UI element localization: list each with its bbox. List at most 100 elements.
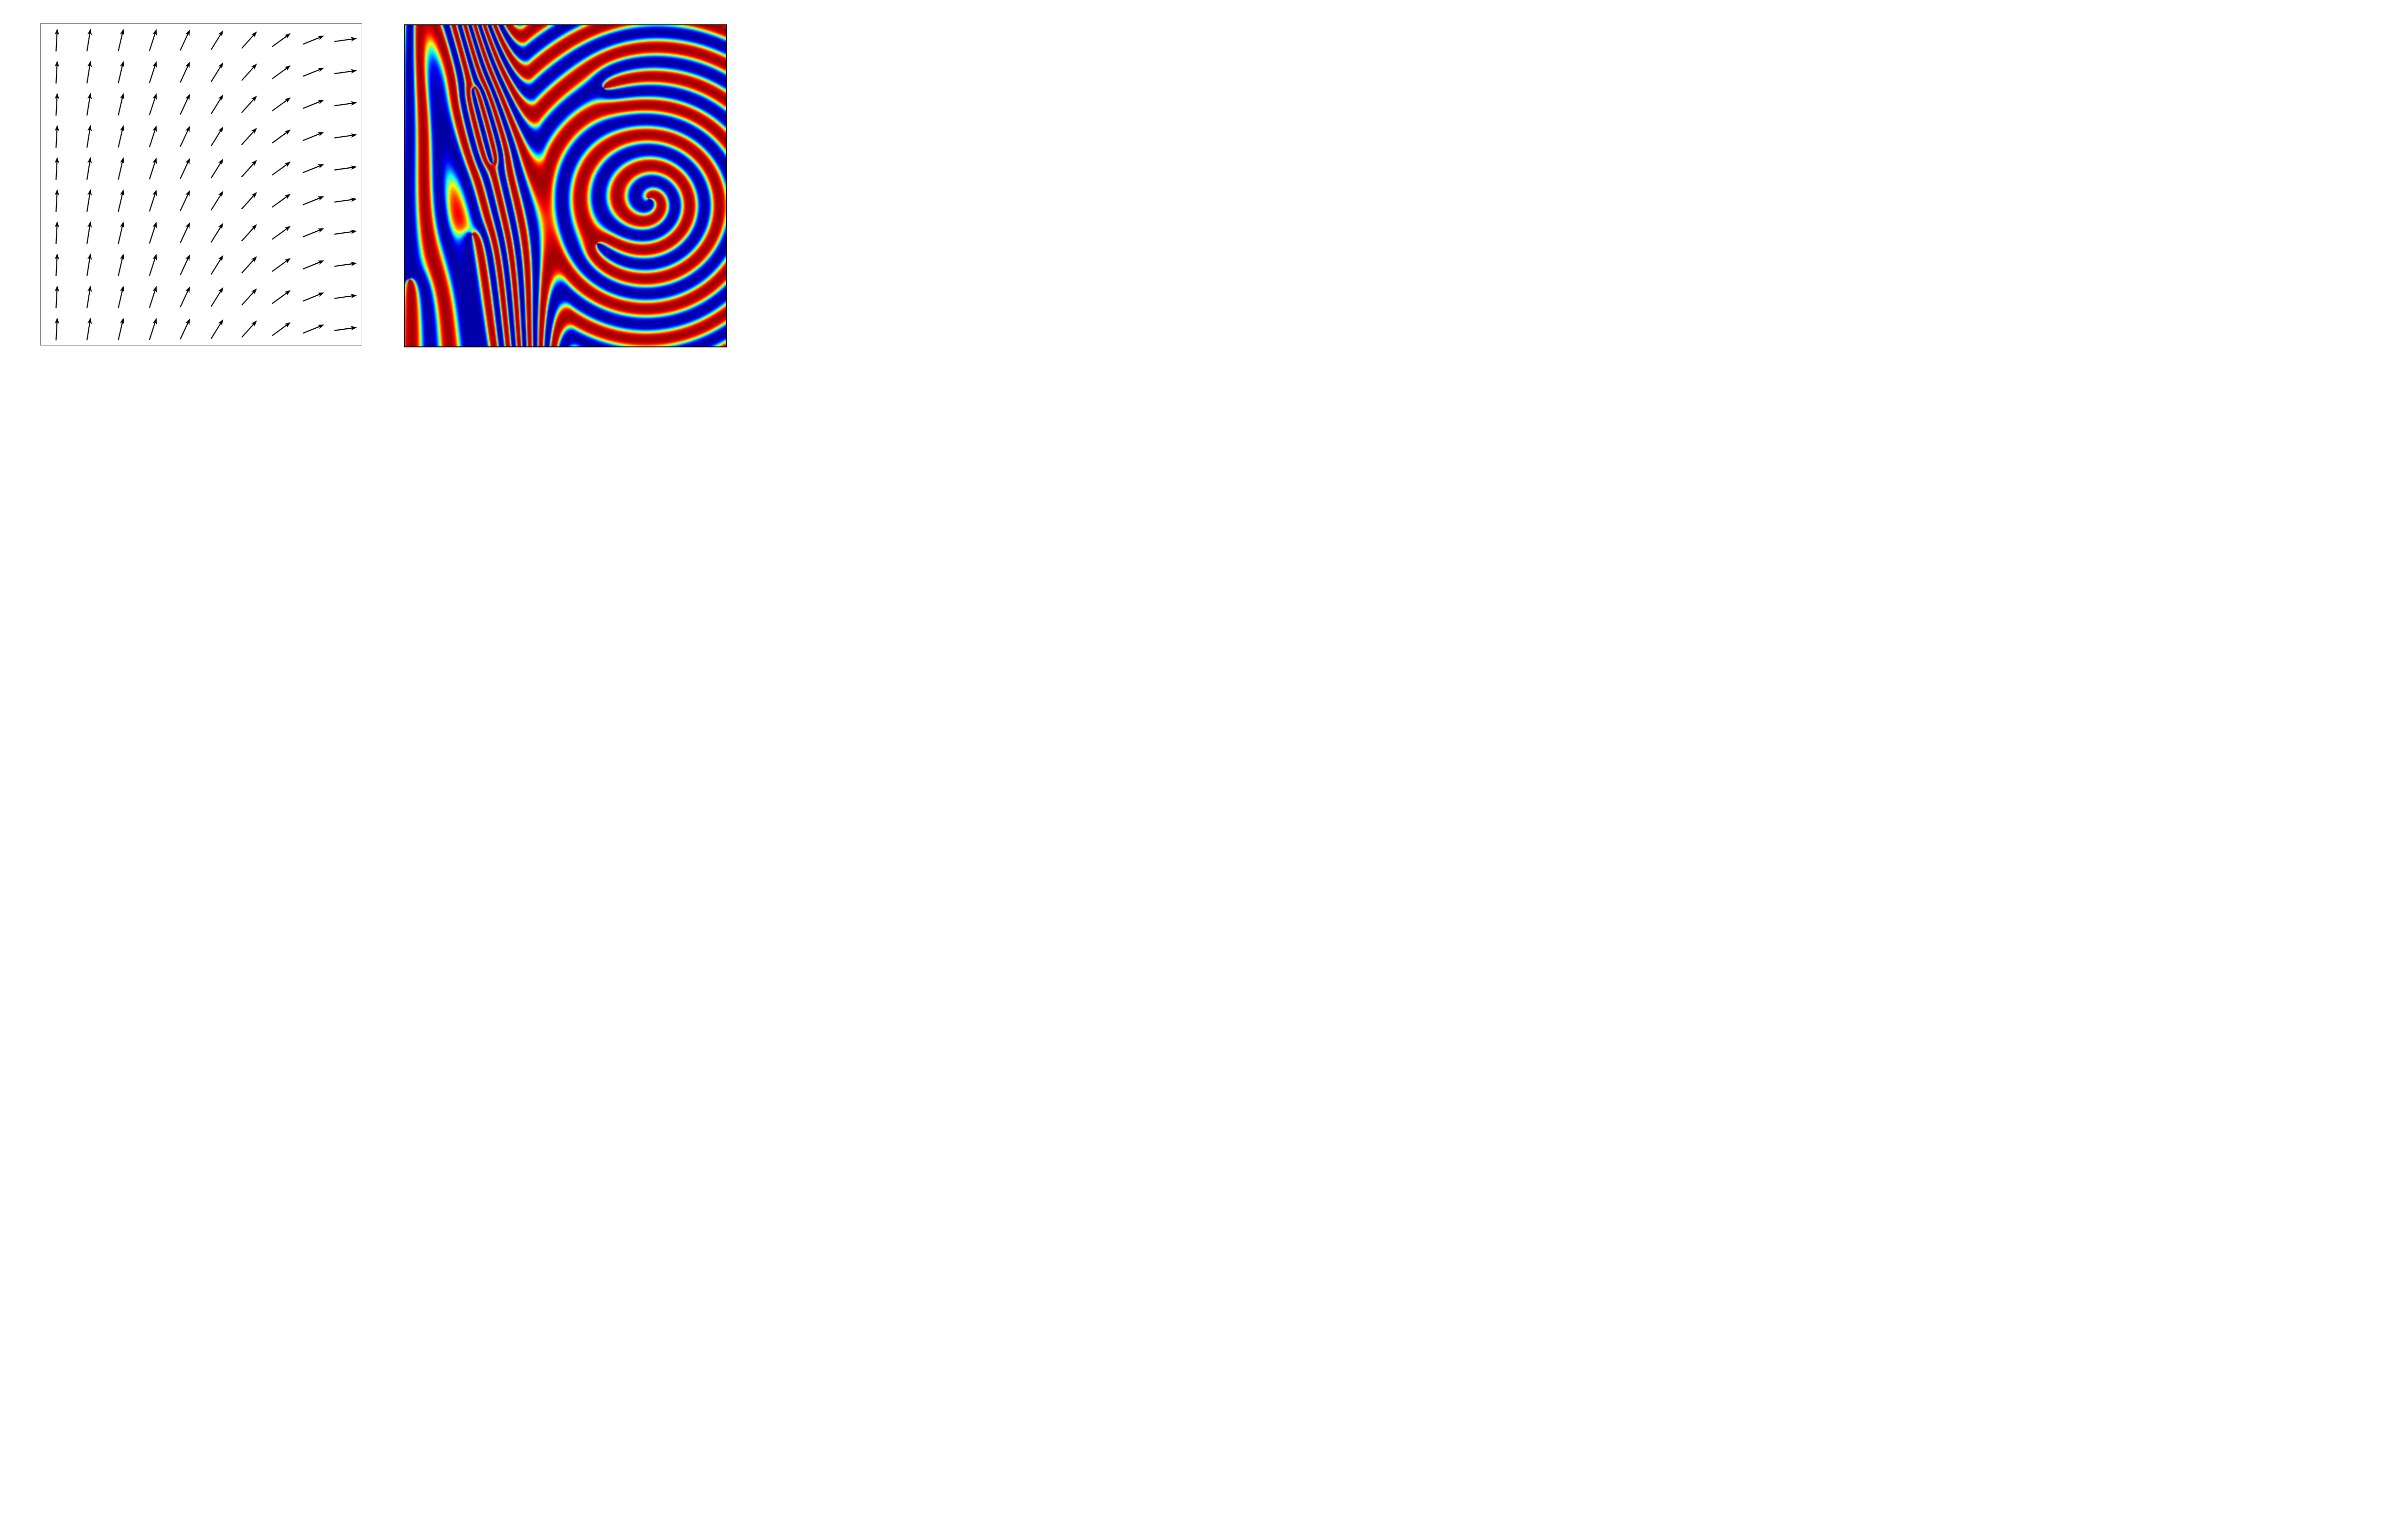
quiver-arrow	[86, 93, 92, 116]
quiver-arrow	[180, 126, 190, 147]
quiver-arrow	[180, 254, 190, 276]
quiver-arrow	[271, 194, 291, 208]
quiver-arrow	[118, 29, 125, 52]
quiver-arrow	[149, 318, 157, 340]
quiver-arrow	[54, 60, 59, 84]
quiver-arrow	[241, 128, 257, 145]
quiver-arrow	[271, 258, 291, 272]
quiver-arrow	[302, 132, 324, 141]
quiver-arrow	[86, 189, 92, 212]
quiver-arrow	[241, 320, 257, 338]
quiver-arrow	[180, 94, 190, 115]
quiver-arrow	[54, 189, 59, 212]
quiver-panel	[40, 23, 362, 345]
quiver-arrow	[149, 189, 157, 212]
quiver-arrow	[302, 292, 324, 302]
quiver-arrow	[54, 93, 59, 116]
quiver-arrow	[54, 253, 59, 277]
quiver-arrow	[210, 94, 224, 114]
quiver-arrow	[210, 287, 224, 307]
quiver-arrow	[334, 101, 357, 107]
quiver-arrow	[54, 317, 59, 341]
quiver-arrow	[149, 93, 157, 116]
quiver-arrow	[210, 255, 224, 275]
quiver-arrow	[118, 317, 125, 341]
quiver-arrow	[149, 286, 157, 308]
quiver-arrow	[241, 288, 257, 306]
quiver-arrow	[210, 126, 224, 147]
quiver-arrow	[334, 69, 357, 75]
quiver-arrow	[180, 222, 190, 244]
quiver-arrow	[118, 253, 125, 276]
quiver-arrow	[302, 196, 324, 205]
quiver-arrow	[86, 221, 92, 244]
quiver-arrow	[334, 37, 357, 43]
quiver-arrow	[118, 93, 125, 116]
quiver-arrow	[54, 125, 59, 148]
quiver-arrow	[118, 157, 125, 180]
stripe-pattern-panel	[404, 24, 727, 347]
quiver-arrow	[241, 96, 257, 113]
quiver-arrow	[149, 61, 157, 83]
quiver-arrow	[334, 133, 357, 139]
quiver-arrow	[180, 190, 190, 211]
quiver-arrow	[271, 290, 291, 304]
quiver-arrow	[118, 221, 125, 244]
quiver-arrow	[302, 100, 324, 109]
quiver-arrow	[180, 29, 190, 51]
quiver-arrow	[210, 319, 224, 339]
quiver-arrow	[210, 223, 224, 243]
quiver-arrow	[149, 125, 157, 148]
quiver-arrow	[302, 67, 324, 77]
quiver-arrow	[86, 125, 92, 148]
two-panel-figure	[0, 0, 764, 369]
quiver-arrow	[241, 256, 257, 274]
quiver-arrow	[210, 62, 224, 82]
quiver-arrow	[149, 221, 157, 244]
quiver-arrow	[180, 318, 190, 340]
quiver-arrow	[54, 285, 59, 309]
quiver-arrow	[118, 189, 125, 212]
quiver-arrow	[210, 159, 224, 179]
quiver-arrow	[271, 33, 291, 47]
quiver-arrow	[334, 294, 357, 299]
stripe-pattern-canvas	[405, 25, 726, 346]
quiver-arrow	[118, 61, 125, 84]
quiver-arrow	[334, 165, 357, 171]
quiver-arrow	[334, 326, 357, 331]
quiver-arrow	[241, 192, 257, 210]
quiver-arrow	[180, 286, 190, 308]
quiver-arrow	[149, 254, 157, 276]
quiver-arrow	[271, 65, 291, 79]
quiver-arrow	[54, 157, 59, 180]
quiver-arrow	[334, 229, 357, 235]
quiver-arrow	[271, 322, 291, 336]
quiver-arrow	[118, 125, 125, 148]
quiver-arrow	[54, 28, 59, 52]
quiver-arrow	[241, 31, 257, 49]
quiver-arrow	[149, 29, 157, 51]
quiver-arrow	[86, 317, 92, 341]
quiver-arrow	[149, 157, 157, 180]
quiver-arrow	[210, 191, 224, 211]
quiver-arrow	[241, 160, 257, 177]
quiver-arrow	[241, 63, 257, 81]
quiver-arrow	[210, 30, 224, 50]
quiver-arrow	[180, 158, 190, 179]
quiver-arrow	[302, 228, 324, 237]
quiver-arrow	[86, 28, 92, 52]
quiver-arrow	[334, 261, 357, 267]
quiver-arrow	[180, 62, 190, 83]
quiver-arrow	[302, 164, 324, 173]
quiver-arrow	[271, 226, 291, 240]
quiver-arrow	[54, 221, 59, 244]
quiver-arrow	[271, 97, 291, 111]
quiver-arrow	[302, 324, 324, 334]
quiver-arrow	[86, 157, 92, 180]
quiver-arrow	[271, 162, 291, 176]
quiver-arrow	[118, 285, 125, 308]
quiver-arrow	[302, 35, 324, 45]
quiver-arrow	[334, 197, 357, 203]
quiver-vector-field	[54, 28, 357, 341]
quiver-arrow	[86, 285, 92, 309]
